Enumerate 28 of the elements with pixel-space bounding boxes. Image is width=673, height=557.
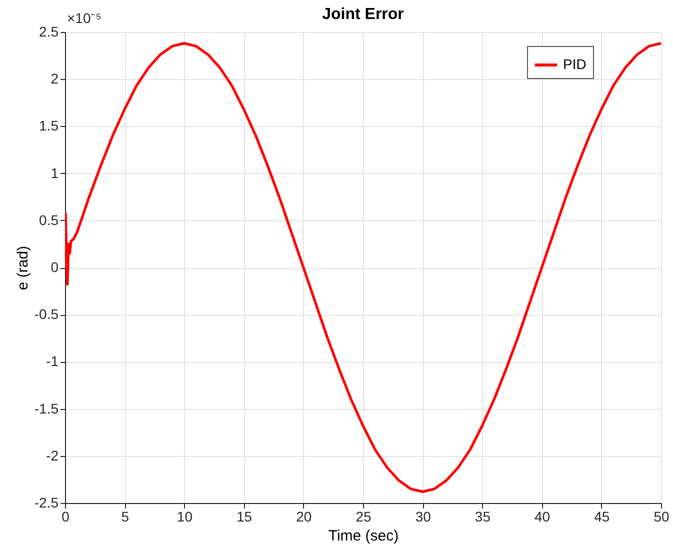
x-tick-label: 50: [654, 508, 670, 524]
y-tick-label: -1: [46, 353, 59, 370]
x-tick-label: 0: [62, 508, 70, 524]
y-tick-label: 0.5: [39, 212, 59, 228]
y-tick-label: 0: [50, 259, 59, 275]
x-tick-label: 45: [594, 508, 610, 524]
x-tick-label: 35: [474, 508, 491, 524]
x-tick-label: 20: [296, 508, 312, 524]
x-tick-label: 15: [236, 508, 252, 524]
x-tick-label: 25: [356, 508, 372, 524]
y-tick-label: -2: [46, 447, 59, 464]
y-tick-label: -0.5: [34, 306, 59, 322]
y-tick-label: -1.5: [34, 400, 59, 416]
x-tick-label: 5: [121, 508, 130, 524]
y-tick-label: 2.5: [39, 24, 59, 40]
chart-title: Joint Error: [322, 6, 404, 23]
y-tick-label: 1.5: [39, 118, 59, 134]
x-tick-label: 30: [415, 508, 432, 524]
y-axis-title: e (rad): [14, 246, 32, 290]
legend-label: PID: [563, 56, 586, 72]
text: ×10⁻⁵: [67, 10, 102, 26]
x-tick-label: 40: [534, 508, 550, 524]
x-tick-label: 10: [176, 508, 193, 524]
y-tick-label: 1: [50, 164, 59, 181]
line-series: [65, 42, 661, 493]
y-tick-label: 2: [50, 70, 59, 87]
y-tick-label: -2.5: [34, 494, 59, 510]
x-axis-title: Time (sec): [328, 528, 399, 544]
